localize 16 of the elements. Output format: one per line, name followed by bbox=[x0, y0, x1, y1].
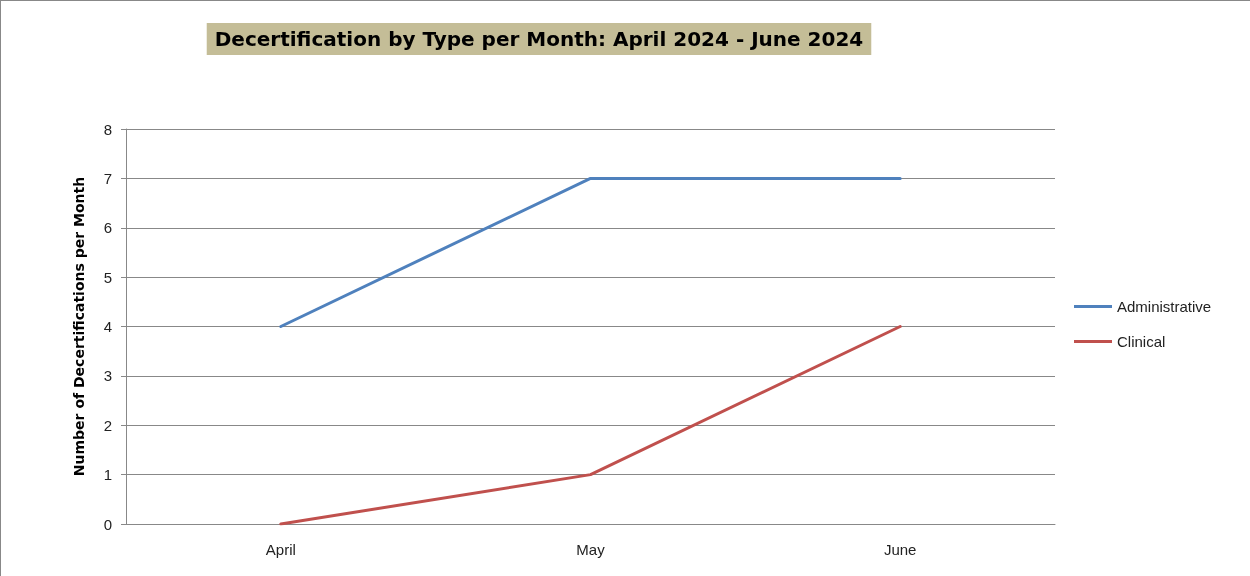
x-tick-label: May bbox=[576, 541, 606, 558]
y-tick-label: 8 bbox=[103, 120, 112, 138]
x-tick-label: June bbox=[883, 541, 917, 558]
y-axis-title: Number of Decertifications per Month bbox=[71, 176, 87, 477]
y-tick-label: 6 bbox=[103, 219, 112, 237]
y-tick-label: 5 bbox=[103, 268, 112, 286]
y-tick-label: 3 bbox=[103, 367, 112, 385]
y-tick-label: 0 bbox=[103, 515, 112, 533]
y-tick-label: 7 bbox=[103, 169, 112, 187]
legend-label: Administrative bbox=[1117, 298, 1212, 315]
y-tick-label: 2 bbox=[103, 416, 112, 434]
y-tick-label: 1 bbox=[103, 466, 112, 484]
x-tick-label: April bbox=[265, 541, 296, 558]
chart-title: Decertification by Type per Month: April 2024 - June 2024 bbox=[214, 27, 864, 51]
legend-label: Clinical bbox=[1117, 333, 1166, 350]
y-tick-label: 4 bbox=[103, 318, 112, 335]
